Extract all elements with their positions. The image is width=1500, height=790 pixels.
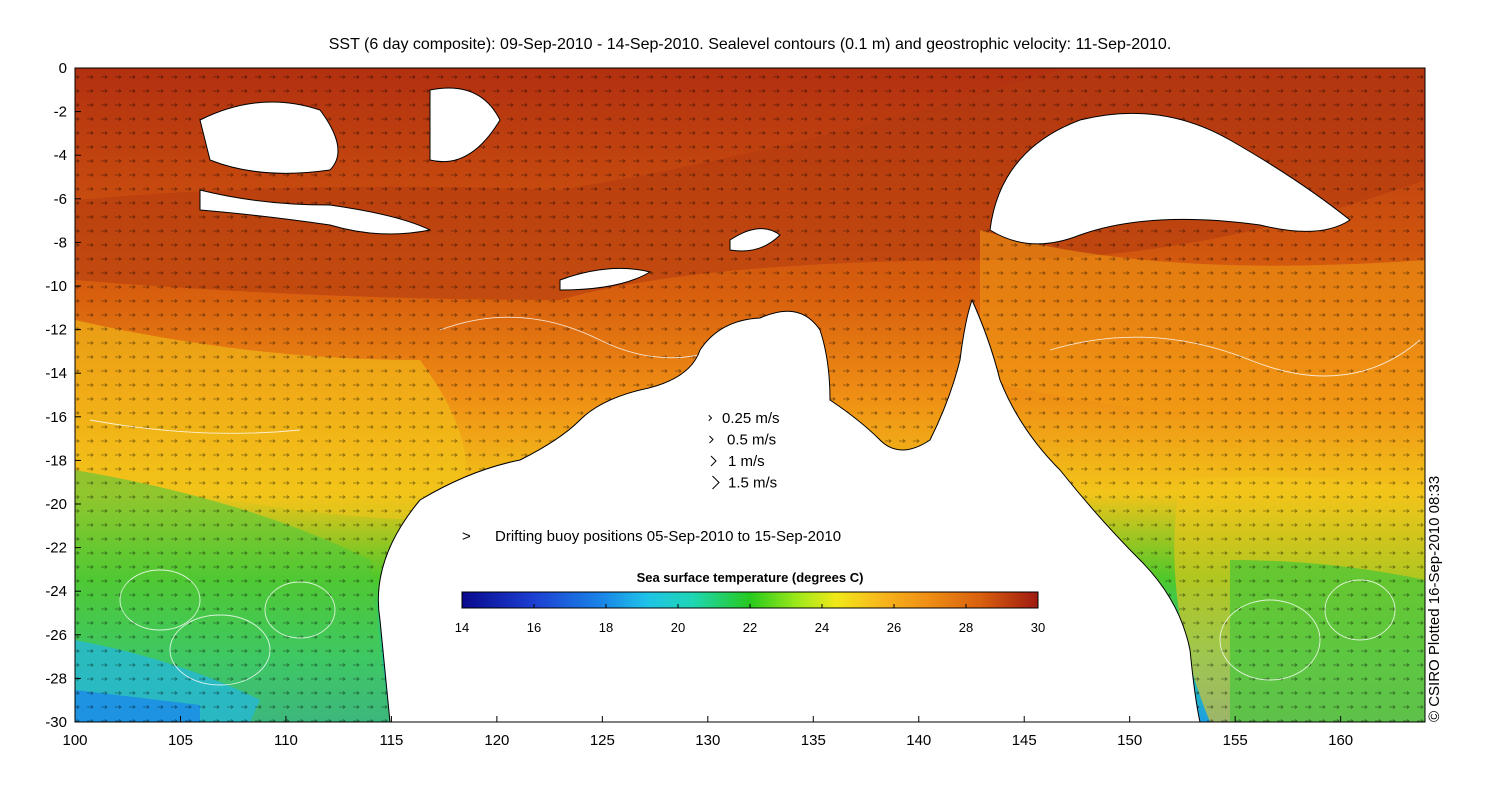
y-tick-label: -14 — [45, 365, 67, 382]
colorbar-tick-label: 18 — [599, 620, 613, 635]
y-tick-label: -8 — [54, 234, 67, 251]
colorbar-tick-label: 30 — [1031, 620, 1045, 635]
x-tick-label: 140 — [906, 732, 931, 749]
x-tick-label: 145 — [1012, 732, 1037, 749]
y-tick-label: -20 — [45, 496, 67, 513]
colorbar-tick-label: 24 — [815, 620, 829, 635]
credit-text: © CSIRO Plotted 16-Sep-2010 08:33 — [1426, 475, 1443, 722]
y-tick-label: -6 — [54, 191, 67, 208]
x-tick-label: 120 — [484, 732, 509, 749]
y-tick-label: -30 — [45, 714, 67, 731]
velocity-legend-label: 1.5 m/s — [728, 475, 777, 492]
plot-frame — [74, 67, 1426, 723]
x-tick-label: 135 — [801, 732, 826, 749]
y-tick-label: -26 — [45, 627, 67, 644]
x-tick-label: 115 — [379, 732, 403, 749]
velocity-legend-label: 0.5 m/s — [727, 432, 776, 449]
x-tick-label: 130 — [695, 732, 720, 749]
colorbar: Sea surface temperature (degrees C) 14 16… — [455, 570, 1045, 635]
x-tick-label: 160 — [1328, 732, 1353, 749]
buoy-marker-icon: > — [462, 528, 471, 545]
colorbar-tick-label: 26 — [887, 620, 901, 635]
velocity-arrow-icon — [708, 414, 713, 422]
colorbar-tick-label: 28 — [959, 620, 973, 635]
velocity-arrow-icon — [712, 475, 720, 490]
velocity-legend-label: 0.25 m/s — [722, 410, 780, 427]
land-masses — [199, 87, 1351, 722]
x-tick-label: 110 — [274, 732, 298, 749]
y-tick-label: -10 — [45, 278, 67, 295]
buoy-legend-label: Drifting buoy positions 05-Sep-2010 to 1… — [495, 528, 841, 545]
colorbar-tick-label: 14 — [455, 620, 469, 635]
x-tick-label: 150 — [1117, 732, 1142, 749]
y-tick-label: 0 — [59, 60, 67, 77]
y-tick-label: -2 — [54, 104, 67, 121]
y-axis: 0 -2 -4 -6 -8 -10 -12 -14 -16 -18 -20 -22 -24 -26 -28 -… — [45, 60, 81, 731]
x-tick-label: 125 — [590, 732, 615, 749]
colorbar-ticks: 14 16 18 20 22 24 26 28 30 — [455, 604, 1045, 635]
velocity-legend: 0.25 m/s 0.5 m/s 1 m/s 1.5 m/s — [708, 410, 780, 492]
colorbar-tick-label: 22 — [743, 620, 757, 635]
colorbar-title: Sea surface temperature (degrees C) — [637, 570, 864, 585]
colorbar-tick-label: 20 — [671, 620, 685, 635]
y-tick-label: -18 — [45, 452, 67, 469]
map-title: SST (6 day composite): 09-Sep-2010 - 14-… — [328, 36, 1172, 53]
y-tick-label: -28 — [45, 670, 67, 687]
y-tick-label: -16 — [45, 409, 67, 426]
velocity-arrow-icon — [710, 455, 717, 467]
y-tick-label: -22 — [45, 540, 67, 557]
x-tick-label: 100 — [62, 732, 87, 749]
velocity-arrow-icon — [709, 435, 714, 444]
y-tick-label: -12 — [45, 322, 67, 339]
y-tick-label: -4 — [54, 147, 67, 164]
x-axis: 100 105 110 115 120 125 130 135 140 145 150 155 160 — [62, 716, 1353, 749]
buoy-legend: > Drifting buoy positions 05-Sep-2010 to… — [462, 528, 841, 545]
sst-field — [75, 68, 1425, 722]
y-tick-label: -24 — [45, 583, 67, 600]
x-tick-label: 105 — [168, 732, 193, 749]
colorbar-tick-label: 16 — [527, 620, 541, 635]
velocity-legend-label: 1 m/s — [728, 453, 765, 470]
x-tick-label: 155 — [1223, 732, 1248, 749]
